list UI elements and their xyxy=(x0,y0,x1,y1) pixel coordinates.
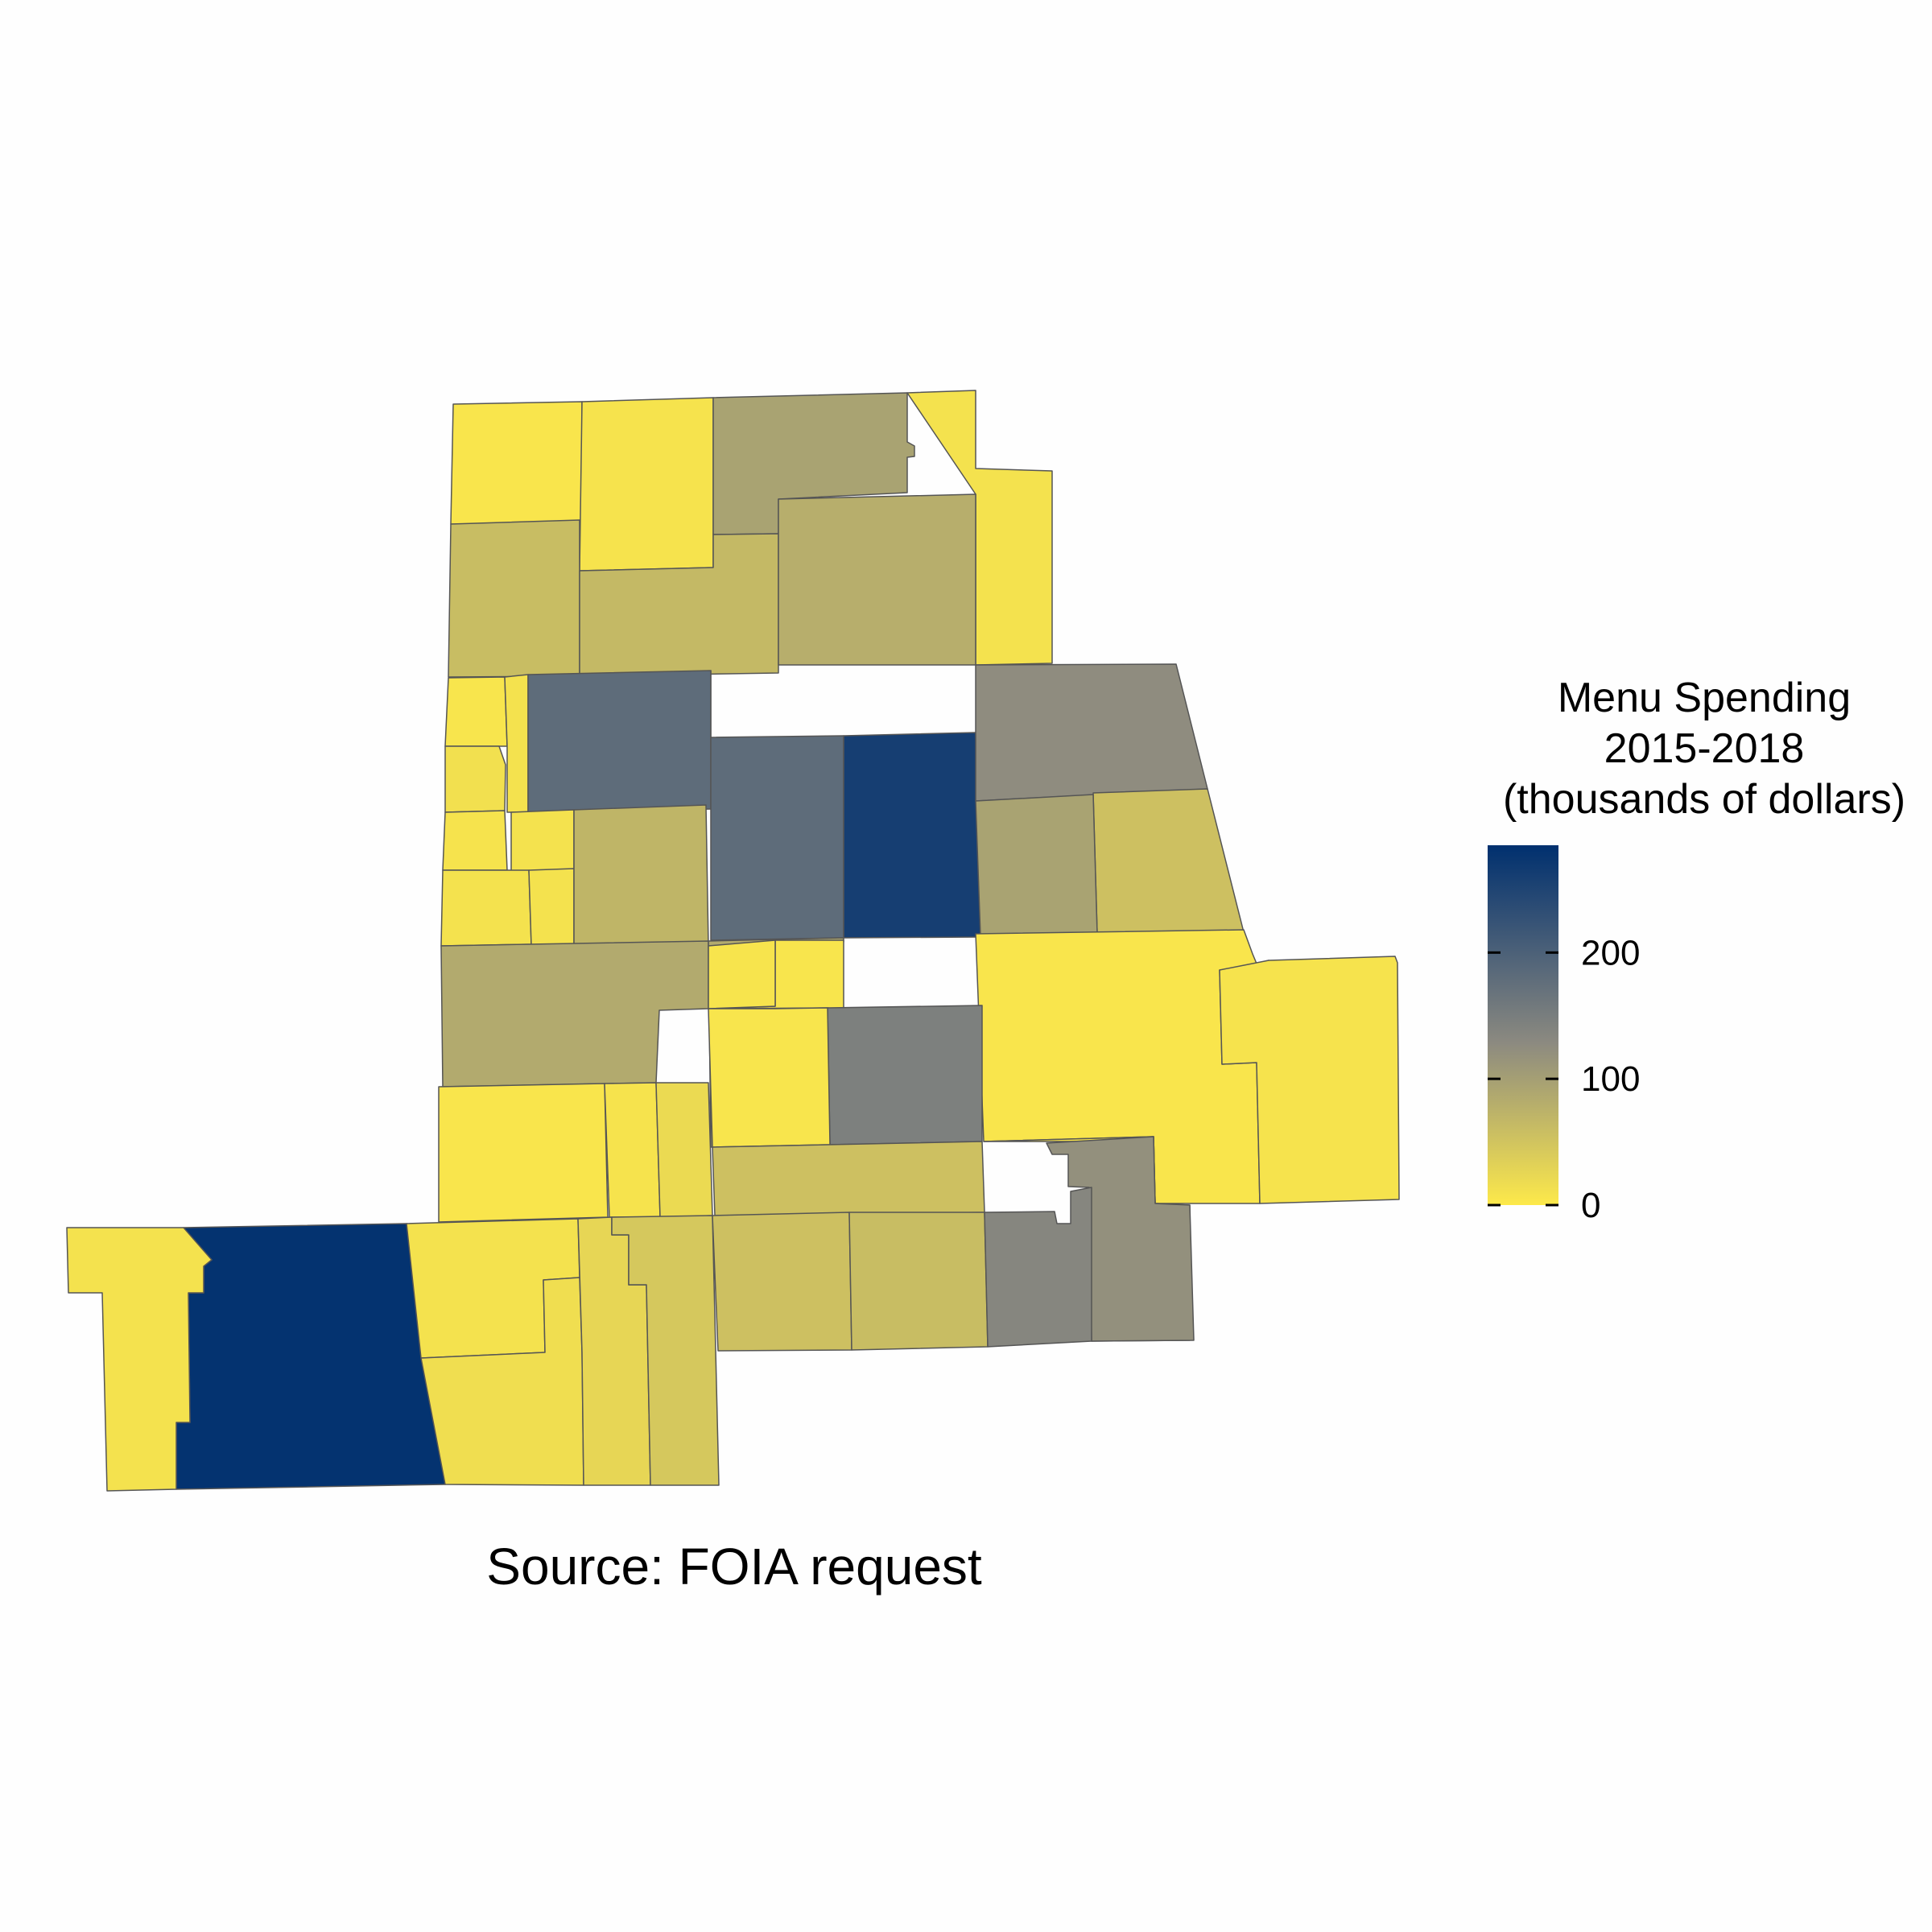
map-region xyxy=(708,939,776,1009)
map-region xyxy=(604,1082,661,1218)
legend-title-line-2: 2015-2018 xyxy=(1604,725,1805,772)
map-region xyxy=(175,1223,446,1490)
map-region xyxy=(655,1082,713,1218)
map-region xyxy=(444,745,506,813)
map-region xyxy=(712,1212,852,1352)
color-legend: Menu Spending 2015-2018 (thousands of do… xyxy=(1488,675,1905,1225)
map-regions xyxy=(66,390,1400,1492)
map-region xyxy=(504,674,529,813)
legend-ticks: 0 100 200 xyxy=(1488,933,1640,1225)
map-region xyxy=(440,869,532,947)
map-caption: Source: FOIA request xyxy=(486,1538,982,1596)
map-region xyxy=(611,1215,720,1486)
map-region xyxy=(66,1227,213,1492)
map-region xyxy=(975,794,1098,938)
map-region xyxy=(442,810,508,871)
map-region xyxy=(848,1212,989,1351)
legend-title-line-1: Menu Spending xyxy=(1558,675,1851,721)
map-region xyxy=(843,732,981,939)
map-region xyxy=(710,670,844,941)
map-region xyxy=(579,397,714,572)
legend-tick-label: 0 xyxy=(1581,1186,1600,1225)
legend-tick-label: 200 xyxy=(1581,933,1640,972)
map-region xyxy=(1219,956,1400,1204)
map-region xyxy=(573,804,709,947)
map-region xyxy=(778,493,976,666)
map-region xyxy=(450,401,583,526)
legend-tick-label: 100 xyxy=(1581,1059,1640,1099)
map-region xyxy=(975,663,1208,802)
legend-color-bar xyxy=(1488,845,1558,1205)
map-region xyxy=(527,670,712,814)
legend-title-line-3: (thousands of dollars) xyxy=(1503,776,1905,823)
map-region xyxy=(440,940,709,1088)
map-region xyxy=(528,868,575,947)
map-region xyxy=(712,1141,985,1216)
map-region xyxy=(827,1005,983,1146)
map-region xyxy=(448,519,580,678)
map-region xyxy=(1092,788,1245,935)
map-region xyxy=(444,676,508,747)
map-region xyxy=(708,1007,831,1148)
map-region xyxy=(438,1083,609,1223)
map-region xyxy=(984,1187,1092,1348)
